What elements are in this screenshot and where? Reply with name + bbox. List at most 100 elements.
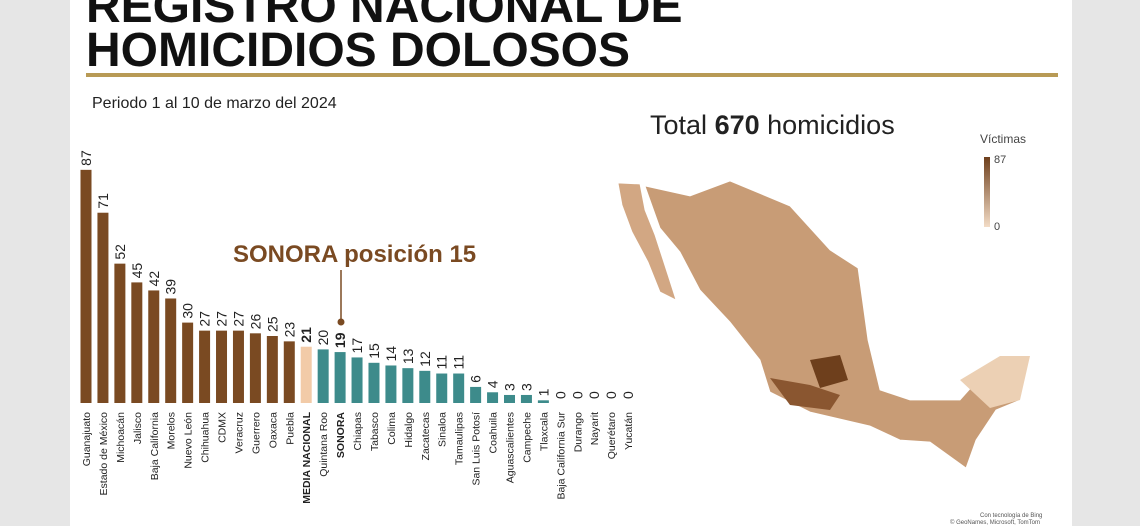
value-label: 45 bbox=[129, 263, 145, 279]
total-prefix: Total bbox=[650, 110, 707, 140]
bar bbox=[453, 373, 465, 403]
category-label: Durango bbox=[572, 412, 584, 452]
category-label: Aguascalientes bbox=[505, 412, 517, 483]
legend-gradient bbox=[984, 157, 990, 227]
value-label: 6 bbox=[468, 375, 484, 383]
category-label: Puebla bbox=[284, 412, 296, 445]
value-label: 13 bbox=[400, 348, 416, 364]
bar bbox=[402, 368, 414, 403]
value-label: 27 bbox=[230, 311, 246, 327]
bar bbox=[165, 298, 177, 403]
category-label: Jalisco bbox=[132, 412, 144, 444]
value-label: 39 bbox=[163, 279, 179, 295]
value-label: 52 bbox=[112, 244, 128, 260]
bar bbox=[317, 349, 329, 403]
value-label: 3 bbox=[518, 383, 534, 391]
category-label: Hidalgo bbox=[403, 412, 415, 448]
category-label: Tlaxcala bbox=[538, 412, 550, 451]
bar bbox=[131, 282, 143, 403]
annotation-dot bbox=[337, 318, 345, 326]
category-label: Yucatán bbox=[623, 412, 635, 450]
total-value: 670 bbox=[715, 110, 760, 140]
value-label: 17 bbox=[349, 338, 365, 354]
category-label: San Luis Potosí bbox=[471, 412, 483, 486]
bar bbox=[199, 330, 211, 403]
category-label: Coahuila bbox=[488, 412, 500, 454]
category-label: Guanajuato bbox=[81, 412, 93, 466]
value-label: 12 bbox=[417, 351, 433, 367]
bar bbox=[385, 365, 397, 403]
bar bbox=[334, 352, 346, 403]
value-label: 4 bbox=[485, 380, 501, 388]
legend-title: Víctimas bbox=[980, 132, 1026, 146]
value-label: 71 bbox=[95, 193, 111, 209]
category-label: CDMX bbox=[217, 412, 229, 443]
category-label: Tabasco bbox=[369, 412, 381, 451]
bar bbox=[300, 346, 312, 403]
category-label: Morelos bbox=[166, 412, 178, 449]
bar bbox=[419, 370, 431, 403]
category-label: Veracruz bbox=[233, 412, 245, 453]
value-label: 0 bbox=[569, 391, 585, 399]
bar bbox=[368, 362, 380, 403]
legend-max: 87 bbox=[994, 154, 1006, 166]
side-panel bbox=[1072, 0, 1140, 526]
category-label: Campeche bbox=[521, 412, 533, 463]
category-label: Oaxaca bbox=[267, 412, 279, 448]
category-label: SONORA bbox=[335, 412, 347, 459]
value-label: 0 bbox=[586, 391, 602, 399]
value-label: 0 bbox=[552, 391, 568, 399]
bar bbox=[148, 290, 160, 403]
map-region bbox=[960, 356, 1030, 408]
bar bbox=[232, 330, 244, 403]
bar-chart: 87 Guanajuato 71 Estado de México 52 Michoacá… bbox=[78, 150, 636, 504]
category-label: Michoacán bbox=[115, 412, 127, 463]
total: Total 670 homicidios bbox=[650, 110, 895, 140]
category-label: Nayarit bbox=[589, 412, 601, 445]
value-label: 15 bbox=[366, 343, 382, 359]
category-label: Sinaloa bbox=[437, 412, 449, 447]
category-label: Chihuahua bbox=[200, 412, 212, 463]
category-label: Zacatecas bbox=[420, 412, 432, 460]
value-label: 11 bbox=[434, 355, 450, 370]
value-label: 11 bbox=[451, 355, 467, 370]
title: REGISTRO NACIONAL DE bbox=[86, 0, 682, 33]
credit: © GeoNames, Microsoft, TomTom bbox=[950, 519, 1040, 526]
value-label: 27 bbox=[214, 311, 230, 327]
map-region bbox=[810, 355, 848, 388]
bar bbox=[97, 212, 109, 403]
value-label: 21 bbox=[298, 327, 314, 343]
category-label: Chiapas bbox=[352, 412, 364, 451]
legend-min: 0 bbox=[994, 221, 1000, 233]
value-label: 0 bbox=[603, 391, 619, 399]
bar bbox=[80, 169, 92, 403]
background bbox=[70, 0, 1072, 526]
map bbox=[617, 180, 1031, 469]
value-label: 0 bbox=[620, 391, 636, 399]
bar bbox=[114, 263, 126, 403]
bar bbox=[520, 394, 532, 403]
side-panel bbox=[0, 0, 70, 526]
title: HOMICIDIOS DOLOSOS bbox=[86, 24, 630, 77]
category-label: Colima bbox=[386, 412, 398, 445]
bar bbox=[504, 394, 515, 403]
bar bbox=[470, 386, 482, 403]
value-label: 26 bbox=[247, 314, 263, 330]
category-label: Nuevo León bbox=[183, 412, 195, 469]
value-label: 19 bbox=[332, 332, 348, 348]
category-label: Estado de México bbox=[98, 412, 110, 496]
value-label: 42 bbox=[146, 271, 162, 287]
bar bbox=[182, 322, 194, 403]
map-region bbox=[770, 378, 840, 410]
value-label: 14 bbox=[383, 346, 399, 362]
category-label: MEDIA NACIONAL bbox=[301, 411, 313, 503]
bar bbox=[249, 333, 261, 403]
value-label: 3 bbox=[502, 383, 518, 391]
credit: Con tecnología de Bing bbox=[980, 513, 1042, 519]
category-label: Quintana Roo bbox=[318, 412, 330, 477]
bar bbox=[537, 400, 549, 403]
value-label: 23 bbox=[281, 322, 297, 338]
value-label: 20 bbox=[315, 330, 331, 346]
category-label: Guerrero bbox=[250, 412, 262, 454]
